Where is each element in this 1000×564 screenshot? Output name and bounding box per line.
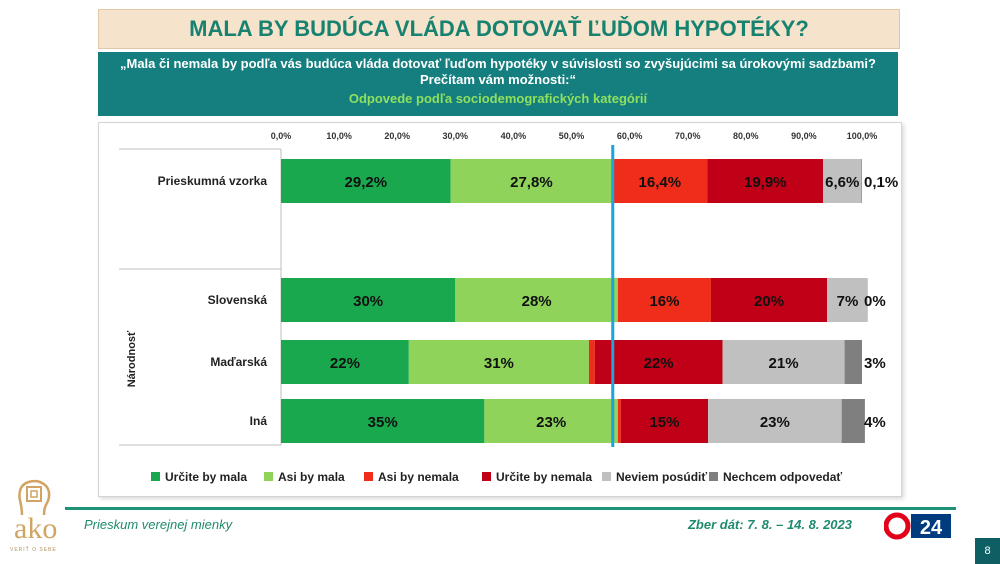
data-label: 35% bbox=[368, 414, 398, 431]
data-label: 28% bbox=[522, 293, 552, 310]
bar-segment bbox=[827, 278, 868, 322]
bar-segment bbox=[620, 399, 709, 443]
x-tick-label: 0,0% bbox=[271, 131, 292, 141]
chart-frame: 0,0% 10,0% 20,0% 30,0% 40,0% 50,0% 60,0% 70,0% 8… bbox=[98, 122, 902, 497]
x-tick-label: 60,0% bbox=[617, 131, 643, 141]
data-label: 3% bbox=[864, 355, 886, 372]
question-banner: „Mala či nemala by podľa vás budúca vlád… bbox=[98, 52, 898, 116]
logo-tagline: VERIŤ O SEBE bbox=[10, 547, 57, 553]
logo-wordmark: ako bbox=[14, 512, 58, 545]
category-label: Iná bbox=[250, 414, 268, 428]
bar-segment bbox=[861, 159, 862, 203]
bar-segment bbox=[408, 340, 589, 384]
data-label: 19,9% bbox=[744, 174, 787, 191]
x-tick-label: 100,0% bbox=[847, 131, 878, 141]
page-title: MALA BY BUDÚCA VLÁDA DOTOVAŤ ĽUĎOM HYPOT… bbox=[189, 16, 809, 41]
bar-segment bbox=[708, 399, 842, 443]
legend-swatch bbox=[151, 472, 160, 481]
head-icon bbox=[18, 479, 51, 516]
x-tick-label: 20,0% bbox=[384, 131, 410, 141]
data-label: 16% bbox=[649, 293, 679, 310]
data-label: 16,4% bbox=[639, 174, 682, 191]
question-subtitle: Odpovede podľa sociodemografických kateg… bbox=[348, 91, 648, 106]
category-label: Slovenská bbox=[208, 293, 268, 307]
data-label: 4% bbox=[864, 414, 886, 431]
x-tick-label: 90,0% bbox=[791, 131, 817, 141]
data-label: 7% bbox=[837, 293, 859, 310]
bar-segment bbox=[617, 278, 711, 322]
x-tick-label: 50,0% bbox=[559, 131, 585, 141]
x-tick-label: 40,0% bbox=[501, 131, 527, 141]
stacked-bar-chart: 0,0% 10,0% 20,0% 30,0% 40,0% 50,0% 60,0% 70,0% 8… bbox=[119, 131, 898, 484]
bar-segment bbox=[594, 340, 723, 384]
data-label: 30% bbox=[353, 293, 383, 310]
legend-swatch bbox=[709, 472, 718, 481]
bar-segment bbox=[450, 159, 613, 203]
data-label: 23% bbox=[760, 414, 790, 431]
title-banner: MALA BY BUDÚCA VLÁDA DOTOVAŤ ĽUĎOM HYPOT… bbox=[98, 9, 900, 49]
legend-swatch bbox=[364, 472, 373, 481]
data-label: 22% bbox=[644, 355, 674, 372]
bar-segment bbox=[844, 340, 862, 384]
data-label: 6,6% bbox=[825, 174, 859, 191]
legend-label: Nechcem odpovedať bbox=[723, 470, 842, 484]
data-label: 0,1% bbox=[864, 174, 898, 191]
bar-segment bbox=[823, 159, 862, 203]
tv24-text: 24 bbox=[920, 517, 943, 539]
x-tick-label: 30,0% bbox=[443, 131, 469, 141]
page-number: 8 bbox=[975, 538, 1000, 564]
category-label: Prieskumná vzorka bbox=[158, 174, 268, 188]
category-label: Maďarská bbox=[210, 355, 267, 369]
data-label: 31% bbox=[484, 355, 514, 372]
question-text: „Mala či nemala by podľa vás budúca vlád… bbox=[120, 56, 876, 87]
tv24-logo: 24 bbox=[883, 511, 954, 541]
bar-segment bbox=[588, 340, 595, 384]
bar-segment bbox=[722, 340, 845, 384]
data-label: 29,2% bbox=[345, 174, 388, 191]
legend-swatch bbox=[264, 472, 273, 481]
footer-divider bbox=[65, 507, 956, 510]
bar-segment bbox=[710, 278, 828, 322]
bar-segment bbox=[281, 278, 456, 322]
legend-label: Asi by mala bbox=[278, 470, 345, 484]
data-label: 23% bbox=[536, 414, 566, 431]
x-tick-label: 10,0% bbox=[326, 131, 352, 141]
bar-segment bbox=[841, 399, 865, 443]
data-label: 21% bbox=[769, 355, 799, 372]
ako-logo bbox=[8, 477, 68, 562]
bar-segment bbox=[281, 340, 409, 384]
legend-label: Asi by nemala bbox=[378, 470, 459, 484]
data-label: 20% bbox=[754, 293, 784, 310]
group-label: Národnosť bbox=[126, 330, 138, 387]
legend-label: Určite by nemala bbox=[496, 470, 592, 484]
footer-survey-label: Prieskum verejnej mienky bbox=[84, 517, 233, 532]
x-tick-label: 70,0% bbox=[675, 131, 701, 141]
bar-segment bbox=[707, 159, 824, 203]
data-label: 27,8% bbox=[510, 174, 553, 191]
bar-segment bbox=[484, 399, 618, 443]
data-label: 15% bbox=[649, 414, 679, 431]
x-tick-label: 80,0% bbox=[733, 131, 759, 141]
bar-segment bbox=[455, 278, 618, 322]
legend-swatch bbox=[602, 472, 611, 481]
bar-segment bbox=[617, 399, 621, 443]
bar-segment bbox=[281, 159, 451, 203]
bar-segment bbox=[281, 399, 485, 443]
tv24-icon: 24 bbox=[883, 512, 951, 540]
footer-date-range: Zber dát: 7. 8. – 14. 8. 2023 bbox=[687, 517, 852, 532]
legend-label: Neviem posúdiť bbox=[616, 470, 707, 484]
legend-label: Určite by mala bbox=[165, 470, 247, 484]
legend-swatch bbox=[482, 472, 491, 481]
bar-segment bbox=[612, 159, 708, 203]
data-label: 22% bbox=[330, 355, 360, 372]
data-label: 0% bbox=[864, 293, 886, 310]
